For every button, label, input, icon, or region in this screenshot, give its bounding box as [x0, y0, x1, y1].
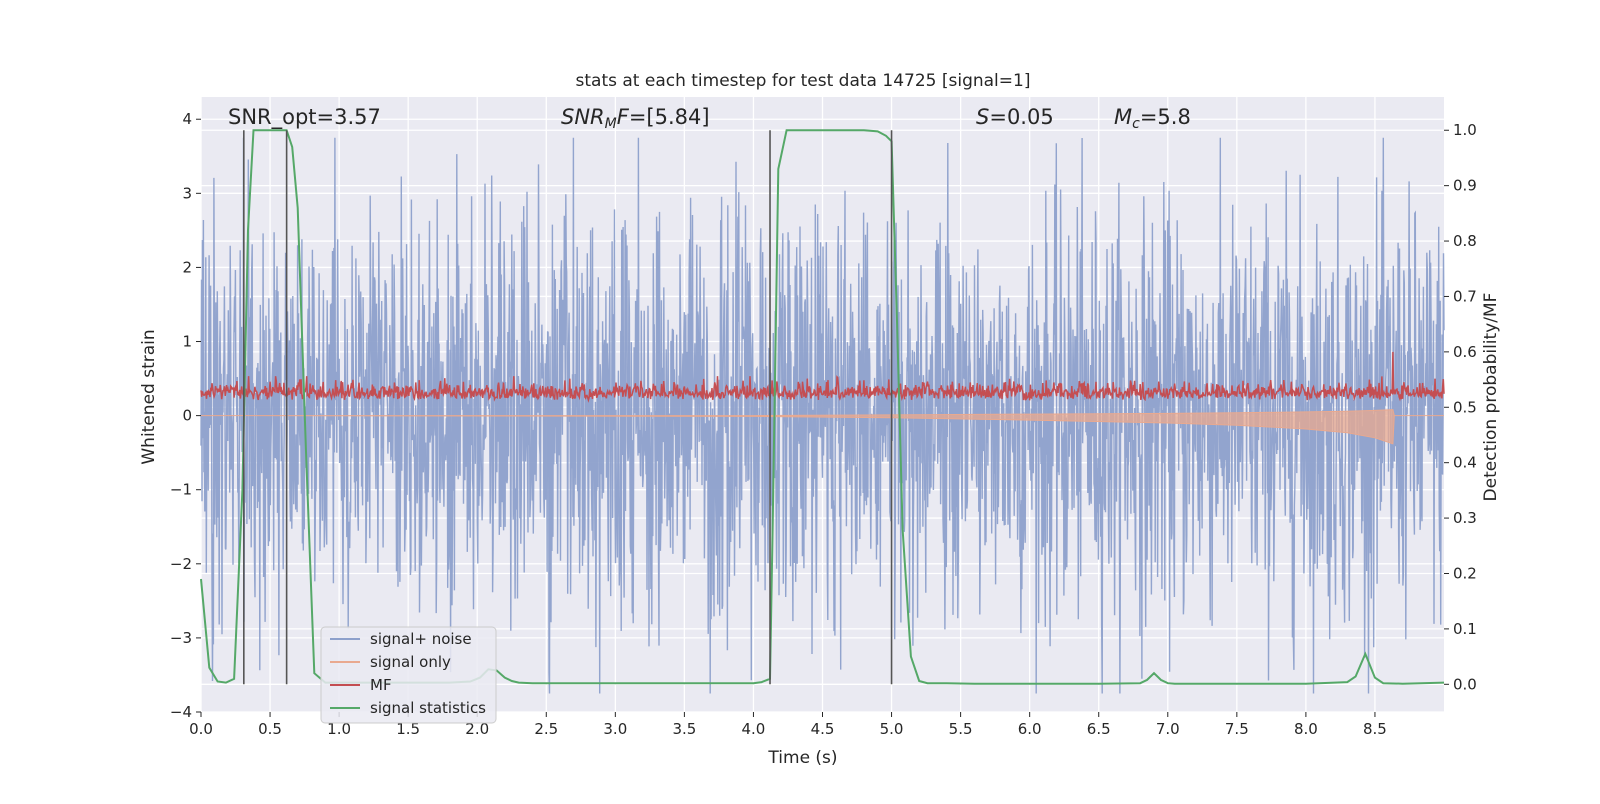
y-tick-label: 4 [182, 110, 192, 128]
x-tick-label: 7.5 [1225, 720, 1249, 738]
y2-tick-label: 0.4 [1453, 454, 1477, 472]
x-tick-label: 6.5 [1087, 720, 1111, 738]
snr-mf-value: =[5.84] [629, 105, 710, 129]
y2-tick-label: 0.5 [1453, 398, 1477, 416]
y-axis-label: Whitened strain [139, 329, 159, 464]
y-tick-label: 1 [182, 333, 192, 351]
series-signal-only-area [200, 409, 1444, 445]
legend-label-signal-only: signal only [370, 653, 451, 671]
x-tick-label: 3.5 [672, 720, 696, 738]
x-tick-label: 7.0 [1156, 720, 1180, 738]
y-tick-label: 2 [182, 258, 192, 276]
y2-axis-label: Detection probability/MF [1481, 293, 1501, 502]
y2-tick-label: 0.3 [1453, 509, 1477, 527]
legend-label-signal-statistics: signal statistics [370, 699, 486, 717]
y2-tick-label: 0.1 [1453, 620, 1477, 638]
x-tick-label: 6.0 [1018, 720, 1042, 738]
y-tick-label: −4 [170, 703, 192, 721]
series-signal-noise-line [200, 137, 1445, 694]
x-tick-label: 8.5 [1363, 720, 1387, 738]
x-tick-label: 0.0 [189, 720, 213, 738]
legend-box [320, 626, 497, 724]
y-tick-label: 3 [182, 184, 192, 202]
y-tick-label: −1 [170, 481, 192, 499]
y2-tick-label: 0.7 [1453, 287, 1477, 305]
x-tick-label: 1.5 [396, 720, 420, 738]
y-tick-label: −2 [170, 555, 192, 573]
y-tick-label: 0 [182, 407, 192, 425]
x-tick-label: 1.0 [327, 720, 351, 738]
snr-mf-symbol: SNR [561, 105, 605, 129]
x-tick-label: 4.5 [811, 720, 835, 738]
mc-annotation: Mc=5.8 [1114, 105, 1191, 132]
snr-mf-subscript: M [605, 116, 617, 132]
y-tick-label: −3 [170, 629, 192, 647]
x-tick-label: 4.0 [742, 720, 766, 738]
x-axis-label: Time (s) [767, 748, 837, 768]
y2-tick-label: 0.9 [1453, 177, 1477, 195]
legend-label-mf: MF [370, 676, 392, 694]
legend-label-signal-noise: signal+ noise [370, 630, 472, 648]
x-tick-label: 0.5 [258, 720, 282, 738]
series-mf-line [200, 351, 1445, 403]
snr-opt-annotation: SNR_opt=3.57 [228, 105, 381, 130]
y2-tick-label: 0.2 [1453, 564, 1477, 582]
x-tick-label: 5.0 [880, 720, 904, 738]
s-annotation: S=0.05 [976, 105, 1054, 129]
y2-tick-label: 0.8 [1453, 232, 1477, 250]
y2-tick-label: 0.0 [1453, 675, 1477, 693]
x-tick-label: 5.5 [949, 720, 973, 738]
x-tick-label: 2.5 [534, 720, 558, 738]
legend: signal+ noise signal only MF signal statist… [320, 626, 497, 724]
chart-title: stats at each timestep for test data 147… [576, 71, 1031, 91]
y2-tick-label: 0.6 [1453, 343, 1477, 361]
x-tick-label: 2.0 [465, 720, 489, 738]
snr-mf-f: F [617, 105, 630, 129]
snr-mf-annotation: SNRMF=[5.84] [561, 105, 710, 132]
x-tick-label: 8.0 [1294, 720, 1318, 738]
x-tick-label: 3.0 [603, 720, 627, 738]
y2-tick-label: 1.0 [1453, 121, 1477, 139]
